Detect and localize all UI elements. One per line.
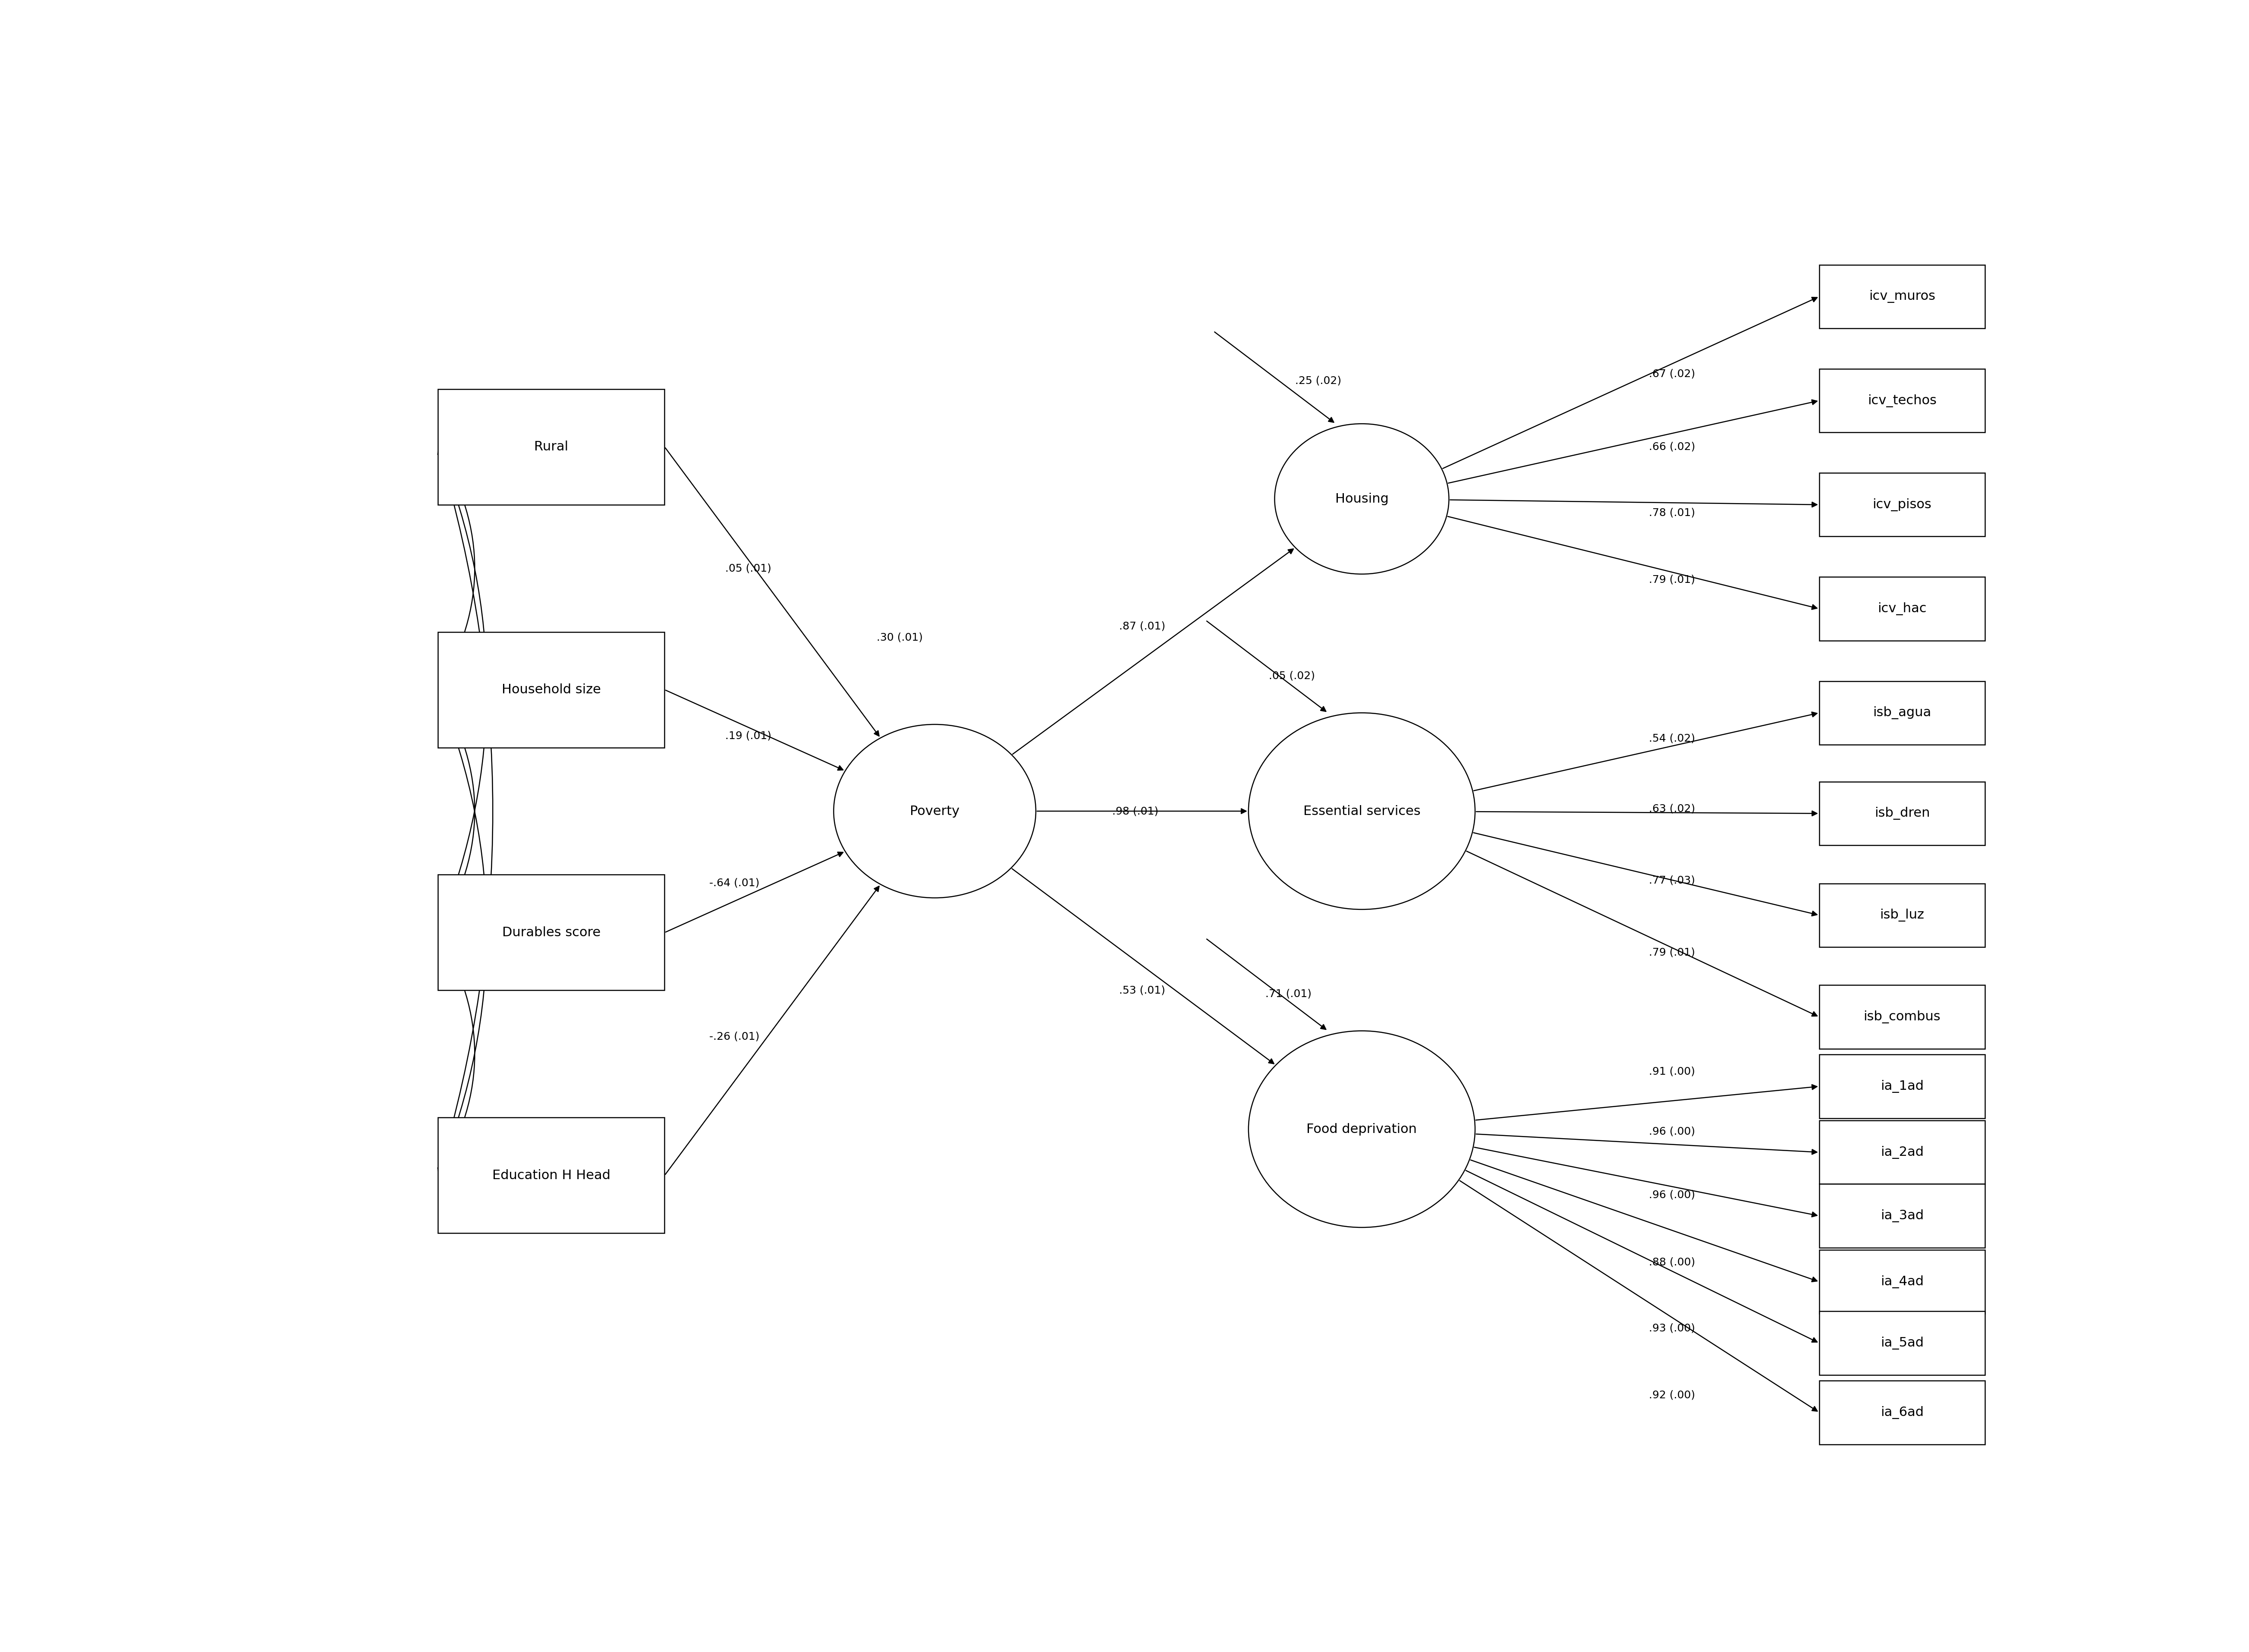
FancyBboxPatch shape [1819, 1054, 1986, 1118]
Text: .71 (.01): .71 (.01) [1266, 988, 1311, 999]
Text: .05 (.01): .05 (.01) [724, 563, 771, 573]
Text: icv_muros: icv_muros [1869, 291, 1936, 302]
Text: isb_luz: isb_luz [1880, 909, 1925, 922]
Text: ia_4ad: ia_4ad [1880, 1275, 1923, 1289]
Text: isb_agua: isb_agua [1873, 707, 1932, 719]
Ellipse shape [834, 724, 1037, 899]
FancyBboxPatch shape [1819, 1184, 1986, 1247]
Text: .05 (.02): .05 (.02) [1268, 671, 1316, 681]
FancyBboxPatch shape [1819, 781, 1986, 846]
Text: .19 (.01): .19 (.01) [724, 730, 771, 742]
Text: .79 (.01): .79 (.01) [1649, 947, 1696, 958]
Text: .30 (.01): .30 (.01) [877, 633, 922, 643]
FancyBboxPatch shape [1819, 1120, 1986, 1184]
Text: .91 (.00): .91 (.00) [1649, 1066, 1696, 1077]
Text: .25 (.02): .25 (.02) [1295, 375, 1340, 387]
Text: .79 (.01): .79 (.01) [1649, 575, 1696, 585]
Text: .54 (.02): .54 (.02) [1649, 733, 1696, 743]
Text: icv_techos: icv_techos [1867, 395, 1936, 406]
FancyBboxPatch shape [1819, 264, 1986, 329]
Text: ia_5ad: ia_5ad [1880, 1336, 1923, 1350]
Text: .78 (.01): .78 (.01) [1649, 507, 1696, 519]
Text: .77 (.03): .77 (.03) [1649, 876, 1696, 885]
Text: isb_dren: isb_dren [1873, 806, 1930, 819]
Text: .53 (.01): .53 (.01) [1120, 985, 1165, 996]
FancyBboxPatch shape [439, 633, 666, 748]
FancyBboxPatch shape [1819, 985, 1986, 1049]
Text: .88 (.00): .88 (.00) [1649, 1257, 1696, 1267]
Text: .66 (.02): .66 (.02) [1649, 441, 1696, 453]
Text: -.26 (.01): -.26 (.01) [708, 1031, 760, 1042]
Ellipse shape [1248, 1031, 1475, 1227]
Text: .87 (.01): .87 (.01) [1120, 621, 1165, 631]
Text: Essential services: Essential services [1302, 805, 1421, 818]
Text: icv_hac: icv_hac [1878, 603, 1927, 615]
FancyBboxPatch shape [1819, 368, 1986, 433]
Text: icv_pisos: icv_pisos [1873, 499, 1932, 510]
Text: .96 (.00): .96 (.00) [1649, 1127, 1696, 1137]
Text: Durables score: Durables score [502, 927, 600, 938]
FancyBboxPatch shape [1819, 1251, 1986, 1313]
FancyBboxPatch shape [1819, 1312, 1986, 1374]
FancyBboxPatch shape [1819, 884, 1986, 947]
FancyBboxPatch shape [439, 1118, 666, 1232]
Text: .93 (.00): .93 (.00) [1649, 1323, 1696, 1333]
Text: Household size: Household size [502, 684, 600, 695]
Text: isb_combus: isb_combus [1864, 1011, 1941, 1024]
Text: ia_1ad: ia_1ad [1880, 1080, 1923, 1094]
Text: ia_2ad: ia_2ad [1880, 1146, 1923, 1158]
Text: .63 (.02): .63 (.02) [1649, 803, 1696, 814]
Text: ia_6ad: ia_6ad [1880, 1406, 1923, 1419]
FancyBboxPatch shape [1819, 472, 1986, 537]
Text: .96 (.00): .96 (.00) [1649, 1189, 1696, 1201]
FancyBboxPatch shape [1819, 1381, 1986, 1444]
FancyBboxPatch shape [1819, 577, 1986, 641]
Text: .92 (.00): .92 (.00) [1649, 1389, 1696, 1401]
FancyBboxPatch shape [1819, 681, 1986, 745]
Text: Housing: Housing [1336, 492, 1388, 506]
FancyBboxPatch shape [439, 390, 666, 506]
Text: -.64 (.01): -.64 (.01) [708, 877, 760, 889]
Text: Poverty: Poverty [911, 805, 960, 818]
Text: Food deprivation: Food deprivation [1307, 1123, 1417, 1135]
FancyBboxPatch shape [439, 876, 666, 991]
Text: ia_3ad: ia_3ad [1880, 1209, 1923, 1222]
Ellipse shape [1275, 423, 1448, 575]
Text: .98 (.01): .98 (.01) [1111, 806, 1158, 816]
Ellipse shape [1248, 714, 1475, 909]
Text: .67 (.02): .67 (.02) [1649, 368, 1696, 380]
Text: Rural: Rural [535, 441, 569, 453]
Text: Education H Head: Education H Head [493, 1170, 609, 1181]
